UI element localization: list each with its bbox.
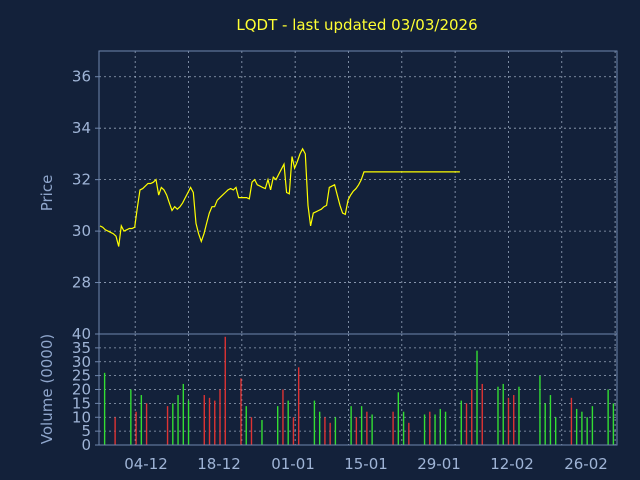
date-tick-label: 18-12 (197, 455, 241, 473)
chart-title: LQDT - last updated 03/03/2026 (236, 16, 477, 34)
volume-bars (103, 336, 615, 445)
volume-tick-label: 20 (72, 381, 91, 399)
date-tick-label: 26-02 (564, 455, 608, 473)
price-axis-label: Price (38, 175, 56, 212)
date-tick-label: 29-01 (417, 455, 461, 473)
price-y-ticks: 28 30 32 34 36 (72, 68, 99, 292)
volume-tick-label: 25 (72, 367, 91, 385)
price-tick-label: 34 (72, 119, 91, 137)
price-tick-label: 32 (72, 171, 91, 189)
volume-tick-label: 30 (72, 353, 91, 371)
volume-panel-frame (98, 333, 618, 446)
volume-tick-label: 5 (81, 422, 91, 440)
volume-tick-label: 0 (81, 436, 91, 454)
volume-tick-label: 10 (72, 408, 91, 426)
date-tick-label: 01-01 (271, 455, 315, 473)
date-tick-label: 12-02 (490, 455, 534, 473)
price-tick-label: 30 (72, 222, 91, 240)
price-series-line (99, 147, 460, 247)
date-x-ticks: 04-12 18-12 01-01 15-01 29-01 12-02 26-02 (124, 455, 608, 473)
volume-tick-label: 15 (72, 394, 91, 412)
price-panel: 28 30 32 34 36 Price (38, 50, 618, 335)
volume-grid (99, 333, 617, 446)
date-tick-label: 15-01 (344, 455, 388, 473)
price-tick-label: 28 (72, 274, 91, 292)
volume-tick-label: 40 (72, 325, 91, 343)
volume-tick-label: 35 (72, 339, 91, 357)
date-tick-label: 04-12 (124, 455, 168, 473)
price-panel-frame (98, 50, 618, 335)
price-grid (99, 51, 617, 334)
price-tick-label: 36 (72, 68, 91, 86)
volume-axis-label: Volume (0000) (38, 334, 56, 444)
